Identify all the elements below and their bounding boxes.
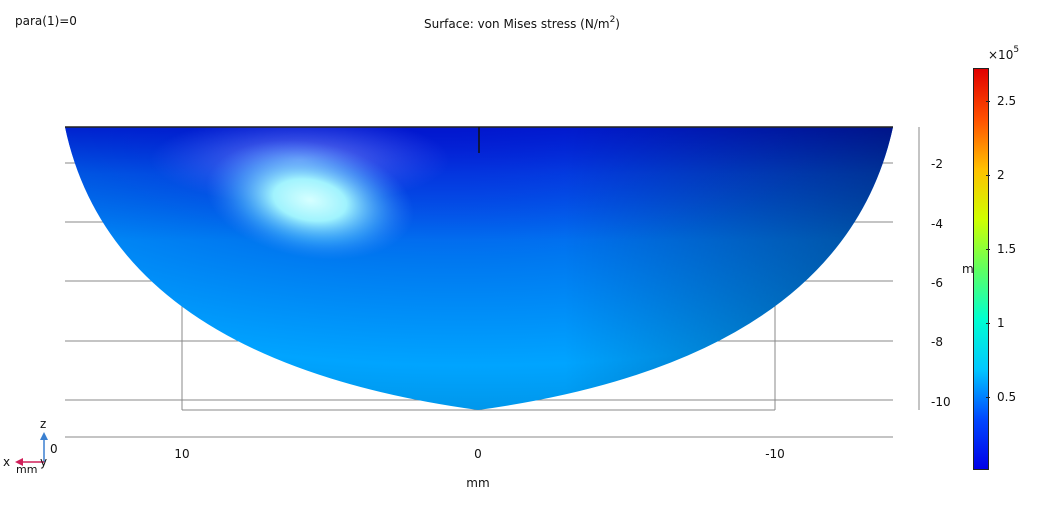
parameter-label: para(1)=0 [15, 14, 77, 28]
colorbar-tick-label: 0.5 [997, 390, 1017, 404]
z-tick-label: -10 [931, 395, 951, 409]
plot-title-suffix: ) [615, 17, 620, 31]
z-tick-label: -6 [931, 276, 943, 290]
plot-title-prefix: Surface: von Mises stress (N/m [424, 17, 610, 31]
triad-origin-label: 0 [50, 442, 58, 456]
triad-z-arrowhead [40, 432, 48, 440]
stress-hotspot [206, 140, 414, 260]
colorbar-tick-label: 1 [997, 316, 1005, 330]
colorbar-multiplier: ×105 [988, 45, 1020, 62]
triad-y-label: y [40, 455, 47, 469]
colorbar-tick [986, 101, 990, 102]
x-axis-unit-label: mm [466, 476, 489, 490]
colorbar-tick-label: 2.5 [997, 94, 1017, 108]
plot-title: Surface: von Mises stress (N/m2) [0, 15, 1044, 31]
axis-triad: z x y mm 0 [3, 417, 58, 476]
z-axis-tick-labels: -2 -4 -6 -8 -10 [931, 157, 951, 409]
colorbar-tick-label: 2 [997, 168, 1005, 182]
triad-x-label: x [3, 455, 10, 469]
triad-x-arrowhead [15, 458, 23, 466]
colorbar-multiplier-base: ×10 [988, 48, 1014, 62]
colorbar-tick-label: 1.5 [997, 242, 1017, 256]
colorbar-tick [986, 323, 990, 324]
triad-unit-label: mm [16, 463, 37, 476]
plot-title-superscript: 2 [609, 15, 616, 25]
x-tick-label: -10 [765, 447, 785, 461]
z-tick-label: -2 [931, 157, 943, 171]
stress-surface [65, 127, 893, 410]
z-axis-unit-label: m [962, 262, 974, 276]
z-tick-label: -4 [931, 217, 943, 231]
x-tick-label: 0 [474, 447, 482, 461]
colorbar-tick [986, 175, 990, 176]
z-tick-label: -8 [931, 335, 943, 349]
colorbar-tick [986, 397, 990, 398]
colorbar-multiplier-exponent: 5 [1013, 45, 1020, 55]
colorbar [973, 68, 989, 470]
triad-z-label: z [40, 417, 46, 431]
x-tick-label: 10 [174, 447, 189, 461]
x-axis-tick-labels: 10 0 -10 [174, 447, 784, 461]
colorbar-tick [986, 249, 990, 250]
